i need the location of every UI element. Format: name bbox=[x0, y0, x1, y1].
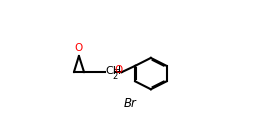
Text: 2: 2 bbox=[113, 72, 118, 81]
Text: CH: CH bbox=[105, 66, 121, 76]
Text: O: O bbox=[75, 43, 83, 53]
Text: Br: Br bbox=[123, 97, 136, 110]
Text: O: O bbox=[114, 64, 122, 75]
